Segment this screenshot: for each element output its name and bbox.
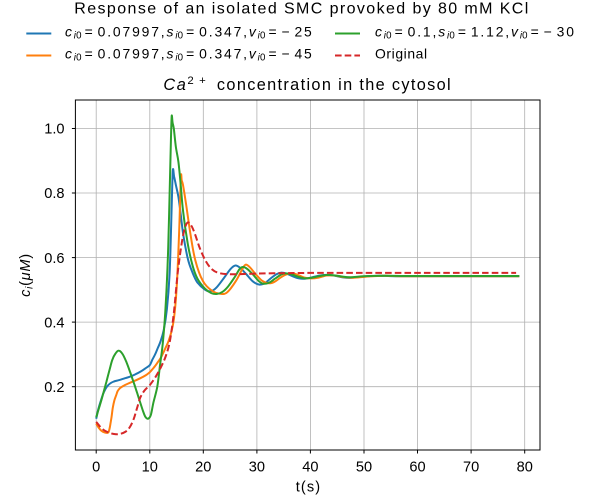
svg-text:30: 30	[249, 459, 265, 475]
svg-text:50: 50	[356, 459, 372, 475]
svg-text:0: 0	[92, 459, 100, 475]
svg-text:Ca2 + concentration in the cyt: Ca2 + concentration in the cytosol	[163, 75, 452, 94]
svg-text:0.4: 0.4	[44, 315, 64, 331]
svg-text:Response of an isolated SMC pr: Response of an isolated SMC provoked by …	[74, 1, 529, 18]
svg-text:20: 20	[195, 459, 211, 475]
svg-text:10: 10	[142, 459, 158, 475]
svg-text:ci(μM): ci(μM)	[18, 253, 36, 297]
svg-text:ci0 = 0.1,si0 = 1.12,vi0 = − 3: ci0 = 0.1,si0 = 1.12,vi0 = − 30	[375, 23, 576, 41]
svg-text:1.0: 1.0	[44, 122, 64, 138]
svg-text:80: 80	[517, 459, 533, 475]
svg-text:40: 40	[302, 459, 318, 475]
svg-text:60: 60	[409, 459, 425, 475]
svg-text:70: 70	[463, 459, 479, 475]
svg-text:0.2: 0.2	[44, 380, 64, 396]
svg-text:ci0 = 0.07997,si0 = 0.347,vi0: ci0 = 0.07997,si0 = 0.347,vi0 = − 45	[65, 45, 314, 63]
svg-text:ci0 = 0.07997,si0 = 0.347,vi0: ci0 = 0.07997,si0 = 0.347,vi0 = − 25	[65, 23, 314, 41]
svg-text:0.6: 0.6	[44, 251, 64, 267]
svg-text:Original: Original	[375, 46, 428, 62]
svg-text:0.8: 0.8	[44, 186, 64, 202]
svg-text:t(s): t(s)	[296, 480, 321, 496]
